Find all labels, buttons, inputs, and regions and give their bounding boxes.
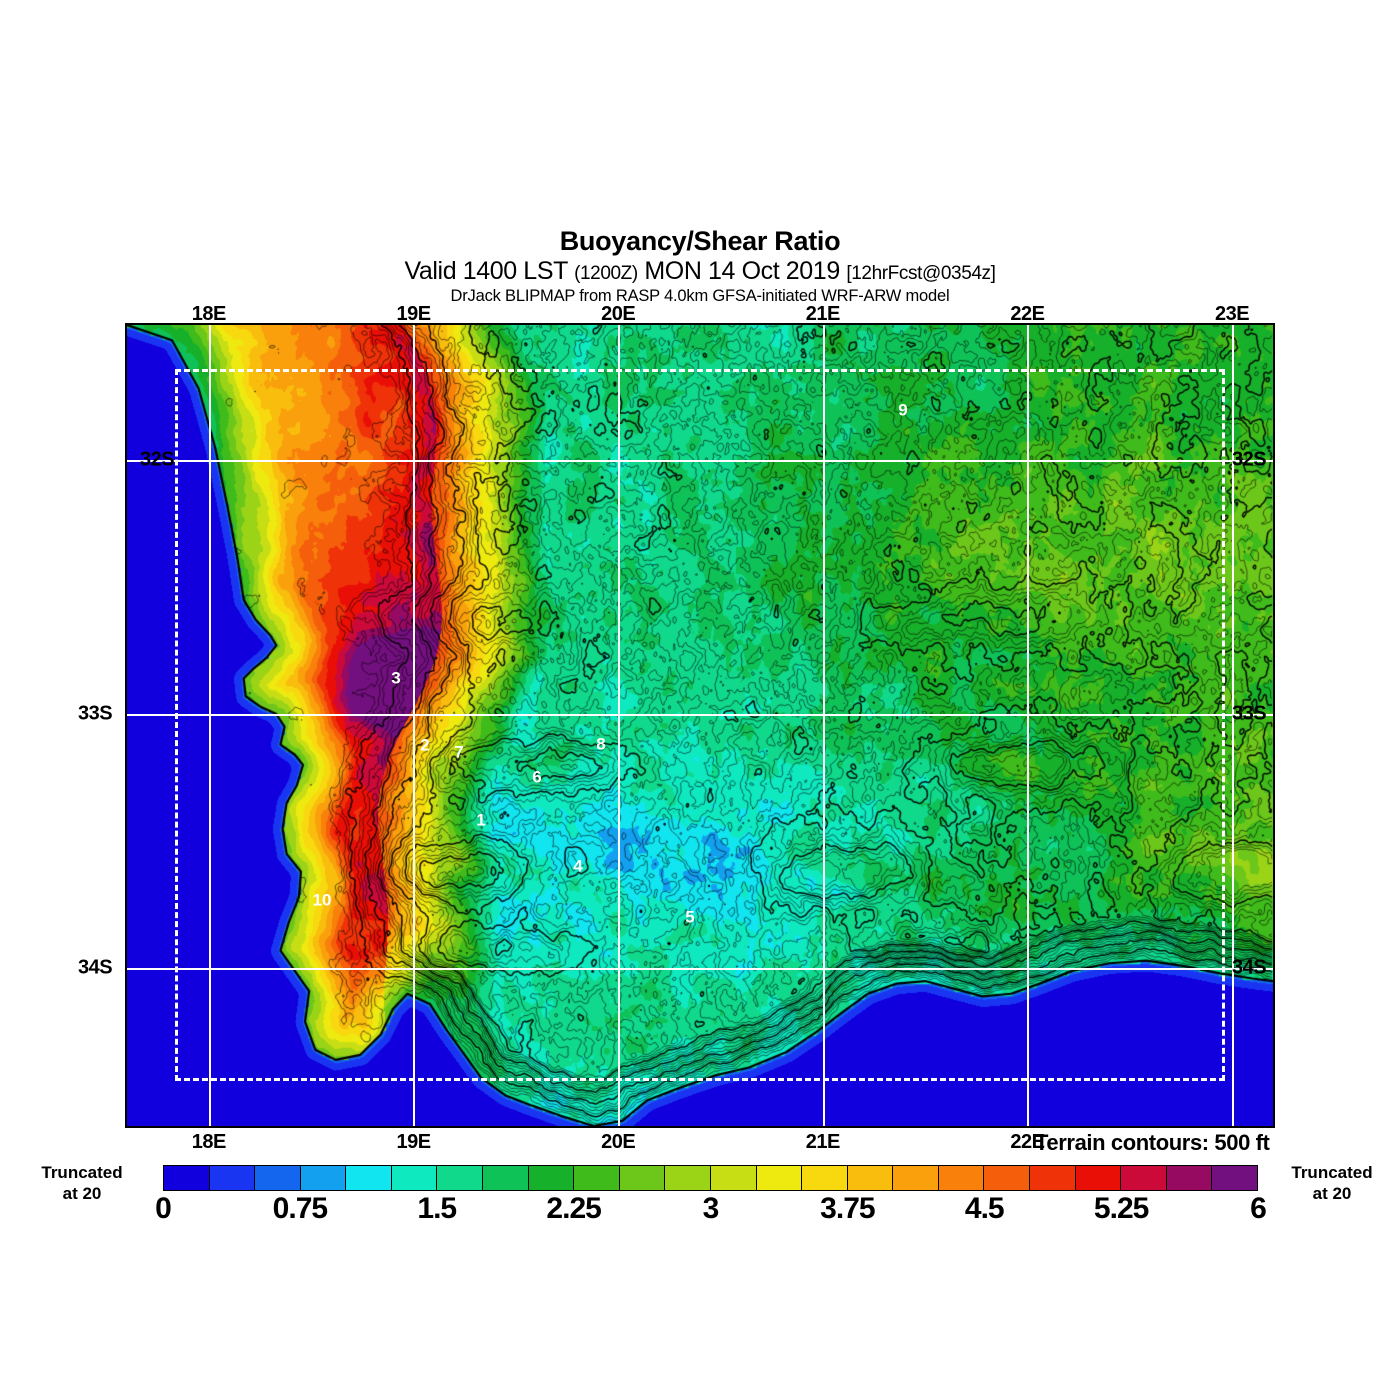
waypoint-marker-1[interactable]: 1 (476, 810, 486, 830)
colorbar-tick-3: 2.25 (546, 1192, 601, 1225)
valid-zulu: (1200Z) (574, 263, 638, 284)
colorbar-segment-4 (346, 1166, 392, 1190)
colorbar-tick-1: 0.75 (272, 1192, 328, 1225)
waypoint-marker-8[interactable]: 8 (596, 734, 606, 754)
colorbar-segment-17 (938, 1166, 985, 1190)
graticule-parallel-33S (127, 714, 1273, 716)
truncated-right-line2: at 20 (1312, 1184, 1352, 1204)
colorbar-segment-18 (984, 1166, 1030, 1190)
colorbar-segment-16 (893, 1166, 939, 1190)
colorbar-tick-labels: 0 0.75 1.5 2.25 3 3.75 4.5 5.25 6 (155, 1192, 1267, 1236)
lon-label-top-22E: 22E (1010, 303, 1045, 325)
colorbar-segment-9 (574, 1166, 620, 1190)
lon-label-top-19E: 19E (396, 303, 431, 325)
colorbar-strip[interactable] (163, 1165, 1258, 1191)
graticule-meridian-20E (618, 325, 620, 1126)
colorbar-tick-8: 6 (1250, 1192, 1267, 1225)
lon-label-bottom-19E: 19E (396, 1131, 431, 1153)
colorbar-segment-21 (1121, 1166, 1167, 1190)
graticule-meridian-23E (1232, 325, 1234, 1126)
colorbar-tick-6: 4.5 (964, 1192, 1005, 1225)
colorbar-segment-20 (1075, 1166, 1122, 1190)
waypoint-marker-7[interactable]: 7 (454, 742, 464, 762)
colorbar-segment-2 (255, 1166, 301, 1190)
colorbar-segment-13 (756, 1166, 803, 1190)
colorbar-segment-19 (1029, 1166, 1076, 1190)
page-title: Buoyancy/Shear Ratio (559, 226, 841, 256)
graticule-meridian-22E (1027, 325, 1029, 1126)
forecast-map[interactable]: 1 2 3 4 5 6 7 8 9 10 (125, 323, 1275, 1128)
lon-label-top-20E: 20E (601, 303, 636, 325)
colorbar-tick-5: 3.75 (820, 1192, 875, 1225)
valid-time-line: Valid 1400 LST (1200Z) MON 14 Oct 2019 [… (0, 257, 1400, 286)
lat-label-right-34S: 34S (1232, 956, 1267, 979)
title-block: Buoyancy/Shear Ratio Valid 1400 LST (120… (0, 228, 1400, 305)
colorbar-segment-1 (209, 1166, 256, 1190)
colorbar-segment-7 (483, 1166, 529, 1190)
lon-label-bottom-18E: 18E (191, 1131, 227, 1153)
colorbar-segment-5 (391, 1166, 438, 1190)
lon-label-bottom-22E: 22E (1010, 1131, 1045, 1153)
waypoint-marker-4[interactable]: 4 (573, 856, 583, 876)
graticule-meridian-19E (413, 325, 415, 1126)
waypoint-marker-5[interactable]: 5 (685, 907, 695, 927)
lat-label-right-32S: 32S (1232, 448, 1267, 471)
colorbar-segment-23 (1212, 1166, 1257, 1190)
graticule-parallel-32S (127, 460, 1273, 462)
graticule-parallel-34S (127, 968, 1273, 970)
lon-label-bottom-21E: 21E (805, 1131, 841, 1153)
colorbar-tick-0: 0 (155, 1192, 172, 1225)
colorbar-tick-7: 5.25 (1093, 1192, 1149, 1225)
waypoint-marker-2[interactable]: 2 (420, 735, 430, 755)
lat-label-left-32S: 32S (140, 448, 175, 471)
lat-label-right-33S: 33S (1232, 702, 1267, 725)
colorbar-segment-3 (300, 1166, 347, 1190)
truncated-label-right: Truncated at 20 (1272, 1162, 1392, 1205)
colorbar-tick-2: 1.5 (417, 1192, 457, 1225)
lon-label-top-23E: 23E (1215, 303, 1250, 325)
waypoint-marker-10[interactable]: 10 (312, 890, 332, 910)
lon-label-bottom-20E: 20E (601, 1131, 636, 1153)
map-raster (127, 325, 1273, 1126)
graticule-meridian-18E (209, 325, 211, 1126)
lon-label-top-18E: 18E (191, 303, 227, 325)
colorbar-legend: Truncated at 20 0 0.75 1.5 2.25 3 3.75 4.5 5.25… (0, 1160, 1400, 1250)
colorbar-segment-0 (164, 1166, 210, 1190)
waypoint-marker-3[interactable]: 3 (391, 668, 401, 688)
model-domain-boundary (175, 369, 1225, 1081)
valid-prefix: Valid 1400 LST (404, 257, 575, 285)
truncated-left-line1: Truncated (41, 1163, 123, 1182)
colorbar-tick-4: 3 (702, 1192, 720, 1225)
model-source-line: DrJack BLIPMAP from RASP 4.0km GFSA-init… (450, 286, 950, 305)
terrain-contour-note: Terrain contours: 500 ft (1035, 1130, 1270, 1155)
forecast-tag: [12hrFcst@0354z] (846, 263, 996, 284)
valid-date: MON 14 Oct 2019 (637, 257, 847, 285)
colorbar-segment-22 (1166, 1166, 1213, 1190)
lon-label-top-21E: 21E (805, 303, 841, 325)
colorbar-segment-12 (710, 1166, 757, 1190)
colorbar-segment-6 (437, 1166, 484, 1190)
waypoint-marker-6[interactable]: 6 (532, 767, 542, 787)
waypoint-marker-9[interactable]: 9 (898, 400, 908, 420)
colorbar-segment-10 (619, 1166, 666, 1190)
truncated-right-line1: Truncated (1291, 1163, 1373, 1182)
truncated-label-left: Truncated at 20 (22, 1162, 142, 1205)
lat-label-left-33S: 33S (78, 702, 113, 725)
colorbar-segment-15 (847, 1166, 894, 1190)
truncated-left-line2: at 20 (62, 1184, 102, 1204)
graticule-meridian-21E (823, 325, 825, 1126)
colorbar-segment-8 (528, 1166, 575, 1190)
colorbar-segment-14 (802, 1166, 848, 1190)
colorbar-segment-11 (665, 1166, 711, 1190)
lat-label-left-34S: 34S (78, 956, 113, 979)
